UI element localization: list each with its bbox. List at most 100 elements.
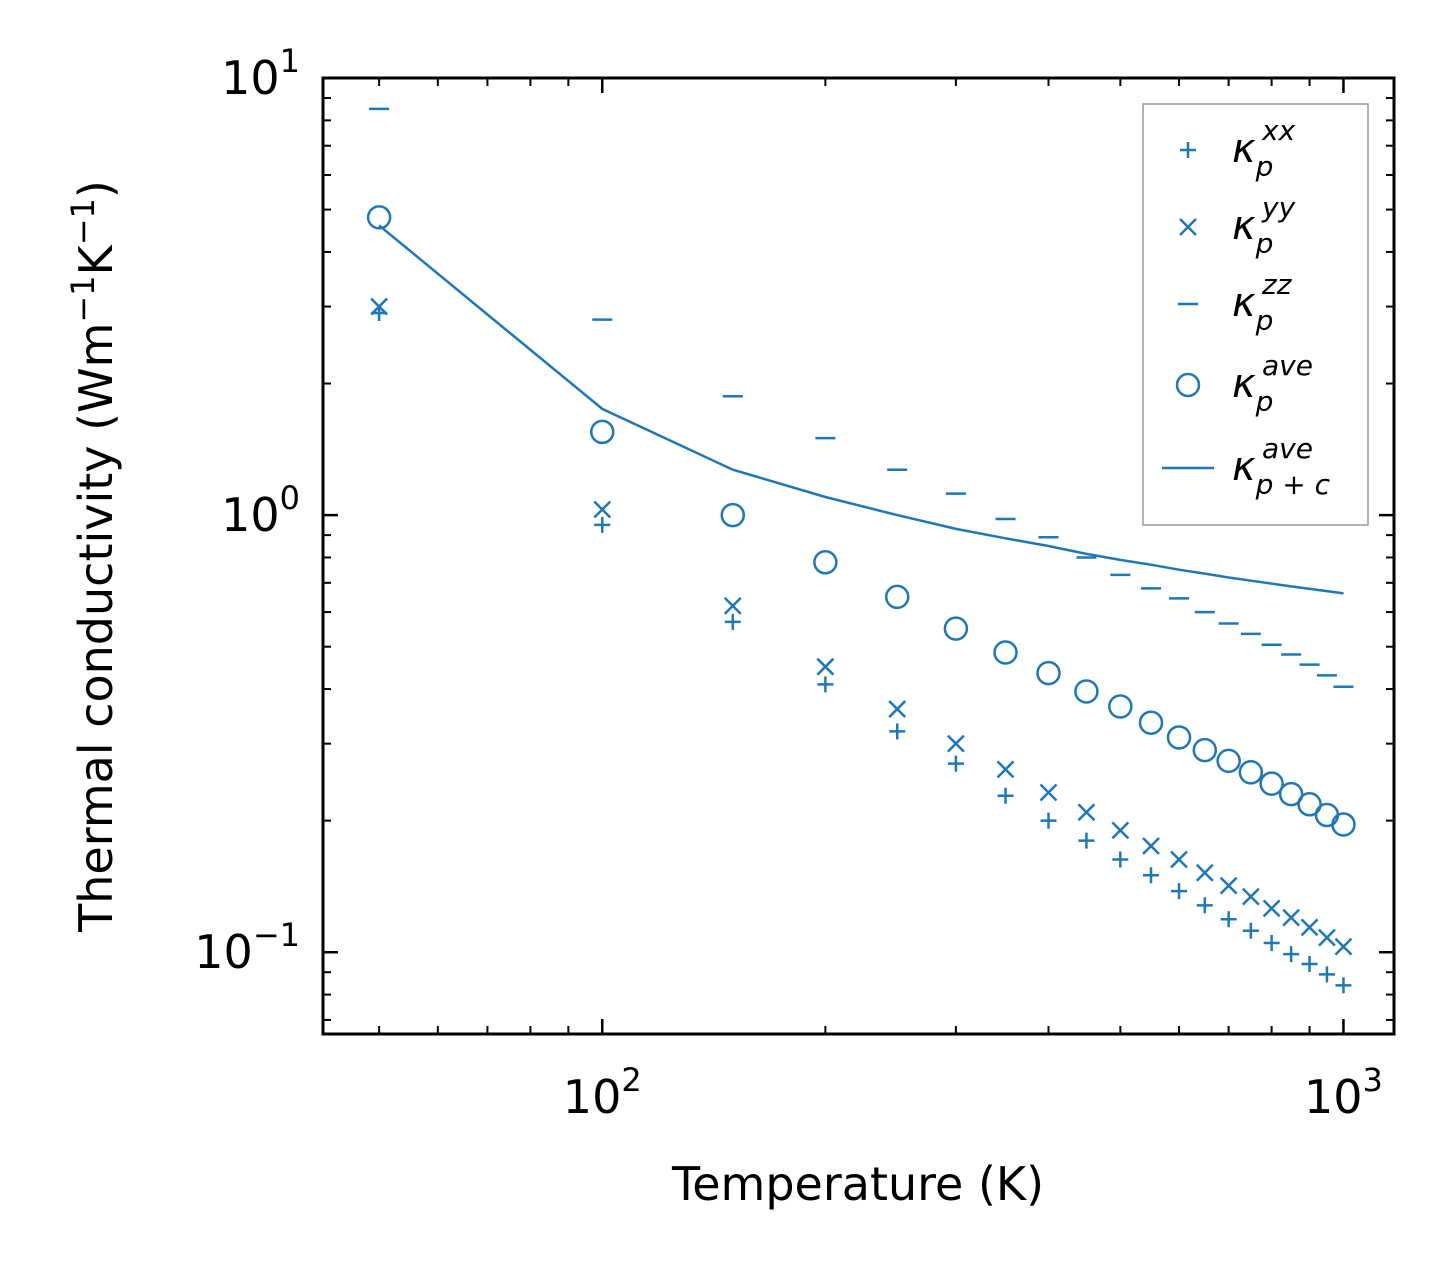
data-point-kappa_p_yy [947,734,965,753]
series-kappa_p_xx [371,304,1352,994]
data-point-kappa_p_yy [1300,918,1319,937]
data-point-kappa_p_yy [1111,821,1130,840]
data-point-kappa_p_yy-b [1282,908,1301,927]
data-point-kappa_p_ave [1166,725,1192,750]
data-point-kappa_p_yy-b [1241,887,1260,906]
legend-label: κp + cave [1232,432,1331,501]
data-point-kappa_p_ave [1331,812,1356,837]
legend-superscript: zz [1261,268,1293,301]
data-point-kappa_p_yy [370,297,389,316]
data-point-kappa_p_xx [1283,946,1300,963]
y-axis-title-post: ) [69,180,123,198]
legend-symbol: κ [1232,203,1256,249]
x-tick-label-exp: 3 [1363,1061,1383,1099]
legend-subscript: p [1255,227,1274,260]
data-point-kappa_p_yy-b [1334,937,1353,956]
series-kappa_p_zz [369,107,1354,688]
data-point-kappa_p_yy-b [1142,837,1160,855]
legend-marker-b [1179,218,1197,236]
data-point-kappa_p_ave [1108,694,1133,719]
legend-symbol: κ [1232,361,1256,407]
y-axis-title-exp2: −1 [64,198,102,245]
legend-label: κpyy [1232,191,1296,260]
data-point-kappa_p_yy [1262,899,1281,918]
data-point-kappa_p_xx [1318,966,1335,983]
legend-symbol: κ [1232,444,1256,490]
legend-entry-kappa_p_ave: κpave [1175,349,1313,418]
data-point-kappa_p_xx [1078,832,1095,849]
y-axis-title: Thermal conductivity (Wm−1K−1) [64,180,123,933]
data-point-kappa_p_xx [1263,934,1280,951]
data-point-kappa_p_ave [1297,792,1322,817]
data-point-kappa_p_yy-b [1219,876,1238,895]
data-point-kappa_p_yy [888,700,907,718]
data-point-kappa_p_ave [884,584,910,610]
data-point-kappa_p_ave [1278,781,1304,807]
legend-superscript: ave [1262,349,1313,382]
y-axis-title-pre: Thermal conductivity (Wm [69,323,123,933]
data-point-kappa_p_yy [1219,876,1238,895]
data-point-kappa_p_yy-b [947,734,965,753]
data-point-kappa_p_yy [1195,863,1214,882]
data-point-kappa_p_yy-b [888,700,907,718]
legend-subscript: p [1255,150,1274,183]
series-kappa_p_ave [366,205,1356,837]
data-layer [366,107,1356,994]
y-tick-label: 101 [221,42,300,105]
plot-frame [321,76,1396,1036]
data-point-kappa_p_yy [1170,850,1188,869]
legend-entry-kappa_p_yy: κpyy [1179,191,1296,260]
legend-entry-kappa_p_zz: κpzz [1178,268,1293,337]
data-point-kappa_p_yy [723,596,742,615]
data-point-kappa_p_yy-b [1300,918,1319,937]
data-point-kappa_p_ave [1074,679,1099,704]
legend-marker [1180,142,1196,158]
data-point-kappa_p_yy [816,657,835,676]
data-point-kappa_p_ave [1192,737,1218,763]
legend-superscript: xx [1261,114,1296,147]
y-tick-label-base: 10 [221,51,280,105]
data-point-kappa_p_ave [1259,771,1284,796]
data-point-kappa_p_yy [1241,887,1260,906]
data-point-kappa_p_yy-b [1111,821,1130,840]
x-tick-label: 103 [1304,1061,1383,1124]
data-point-kappa_p_xx [1143,867,1160,884]
data-point-kappa_p_ave [1238,760,1264,785]
data-point-kappa_p_xx [947,755,964,772]
legend-superscript: yy [1261,191,1296,224]
y-tick-label-exp: 1 [280,42,300,80]
data-point-kappa_p_yy-b [816,657,835,676]
data-point-kappa_p_ave [1216,748,1241,774]
data-point-kappa_p_yy [1077,803,1096,822]
legend-label: κpave [1232,349,1313,418]
legend-superscript: ave [1262,432,1313,465]
data-point-kappa_p_ave [1138,710,1164,735]
data-point-kappa_p_ave [813,550,838,575]
legend-subscript: p [1255,385,1274,418]
data-point-kappa_p_yy [1142,837,1160,855]
data-point-kappa_p_yy-b [1262,899,1281,918]
data-point-kappa_p_yy-b [1077,803,1096,822]
data-point-kappa_p_xx [1171,883,1188,900]
data-point-kappa_p_ave [590,419,615,445]
data-point-kappa_p_yy-b [723,596,742,615]
legend-entry-kappa_p_xx: κpxx [1180,114,1296,183]
data-point-kappa_p_yy [1334,937,1353,956]
data-point-kappa_p_xx [817,676,834,693]
series-kappa_p_yy [370,297,1353,956]
y-tick-label: 100 [221,479,300,542]
data-point-kappa_p_ave [366,205,392,230]
y-tick-label: 10−1 [194,916,300,979]
data-point-kappa_p_xx [594,516,611,533]
legend-label: κpzz [1232,268,1293,337]
x-tick-label-exp: 2 [621,1061,641,1099]
y-axis-title-mid: K [69,243,123,275]
data-point-kappa_p_yy-b [1170,850,1188,869]
data-point-kappa_p_ave [720,502,746,528]
legend-label: κpxx [1232,114,1296,183]
data-point-kappa_p_xx [1040,812,1057,829]
x-tick-label-base: 10 [563,1070,622,1124]
data-point-kappa_p_yy-b [1039,783,1058,802]
data-point-kappa_p_xx [1220,911,1237,928]
